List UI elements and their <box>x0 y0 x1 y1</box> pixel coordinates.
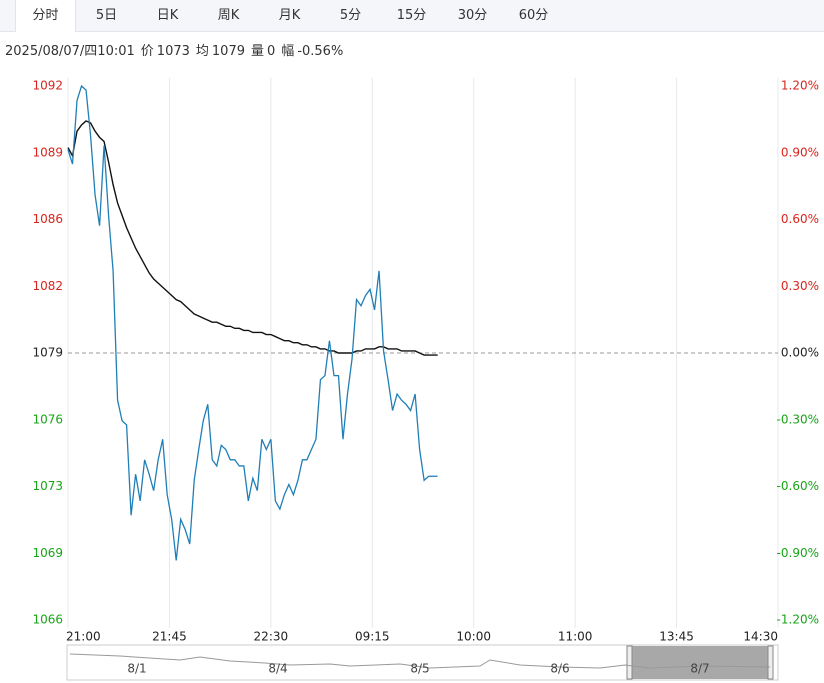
y-tick-label: 1073 <box>32 479 63 493</box>
navigator: 8/1 8/4 8/5 8/6 8/7 <box>66 644 779 681</box>
tab[interactable]: 月K <box>278 8 301 23</box>
info-time: 2025/08/07/四10:01 <box>5 44 135 59</box>
x-tick-label: 09:15 <box>355 630 390 644</box>
y-tick-label: 1082 <box>32 279 63 293</box>
navigator-line <box>69 653 771 669</box>
y2-tick-label: -0.60% <box>777 479 819 493</box>
x-tick-label: 14:30 <box>743 630 778 644</box>
tab[interactable]: 5日 <box>95 8 118 23</box>
tab-bar: 分时 5日 日K 周K 月K 5分 15分 30分 60分 <box>0 0 824 32</box>
y2-tick-label: 1.20% <box>781 79 819 93</box>
y-tick-label: 1092 <box>32 79 63 93</box>
y2-tick-label: 0.60% <box>781 212 819 226</box>
average-line <box>67 120 438 356</box>
navigator-window[interactable] <box>630 646 770 679</box>
info-label: 均 <box>195 44 209 59</box>
tab[interactable]: 日K <box>156 8 179 23</box>
tab[interactable]: 30分 <box>457 8 488 23</box>
y-tick-label: 1079 <box>32 346 63 360</box>
x-tick-label: 21:00 <box>66 630 101 644</box>
y-tick-label: 1069 <box>32 546 63 560</box>
y2-tick-label: 0.00% <box>781 346 819 360</box>
tab[interactable]: 周K <box>217 8 240 23</box>
info-label: 价 <box>140 44 154 59</box>
navigator-handle[interactable] <box>626 645 633 680</box>
y-tick-label: 1089 <box>32 145 63 159</box>
info-label: 幅 <box>281 44 295 59</box>
y2-tick-label: -0.30% <box>777 412 819 426</box>
navigator-label: 8/7 <box>690 662 709 676</box>
tab[interactable]: 分时 <box>15 0 76 32</box>
info-value: 1073 <box>156 44 190 59</box>
y-tick-label: 1086 <box>32 212 63 226</box>
y2-tick-label: -1.20% <box>777 613 819 627</box>
info-line: 2025/08/07/四10:01 价 1073 均 1079 量 0 幅 -0.56% <box>5 40 349 59</box>
y-tick-label: 1076 <box>32 412 63 426</box>
x-tick-label: 22:30 <box>254 630 289 644</box>
tab[interactable]: 60分 <box>518 8 549 23</box>
x-tick-label: 21:45 <box>152 630 187 644</box>
tab[interactable]: 5分 <box>339 8 362 23</box>
y2-tick-label: 0.90% <box>781 145 819 159</box>
info-value: -0.56% <box>297 44 344 59</box>
y-tick-label: 1066 <box>32 613 63 627</box>
info-label: 量 <box>251 44 265 59</box>
info-value: 0 <box>267 44 276 59</box>
x-tick-label: 10:00 <box>456 630 491 644</box>
info-value: 1079 <box>211 44 245 59</box>
y2-tick-label: 0.30% <box>781 279 819 293</box>
price-line <box>67 84 438 561</box>
navigator-label: 8/1 <box>127 662 146 676</box>
navigator-label: 8/6 <box>550 662 569 676</box>
navigator-label: 8/4 <box>268 662 287 676</box>
navigator-handle[interactable] <box>767 645 774 680</box>
tab[interactable]: 15分 <box>396 8 427 23</box>
y2-tick-label: -0.90% <box>777 546 819 560</box>
x-tick-label: 13:45 <box>659 630 694 644</box>
navigator-label: 8/5 <box>410 662 429 676</box>
x-tick-label: 11:00 <box>558 630 593 644</box>
